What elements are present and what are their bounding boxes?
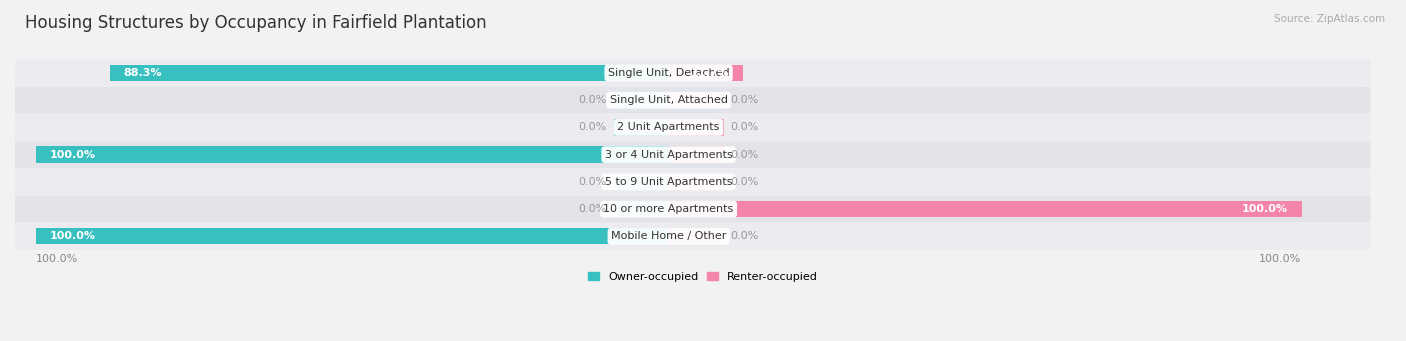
Bar [669, 201, 1302, 217]
Text: 0.0%: 0.0% [578, 177, 606, 187]
Text: 0.0%: 0.0% [578, 95, 606, 105]
Text: 0.0%: 0.0% [731, 95, 759, 105]
Bar [613, 92, 669, 108]
Bar [669, 65, 742, 81]
Text: 100.0%: 100.0% [35, 254, 77, 264]
Bar [669, 146, 724, 163]
Bar [35, 228, 669, 244]
Bar [35, 146, 669, 163]
Text: 10 or more Apartments: 10 or more Apartments [603, 204, 734, 214]
Bar [613, 174, 669, 190]
Text: Source: ZipAtlas.com: Source: ZipAtlas.com [1274, 14, 1385, 24]
Text: 0.0%: 0.0% [731, 150, 759, 160]
FancyBboxPatch shape [0, 223, 1371, 250]
Bar [613, 119, 669, 136]
Text: 2 Unit Apartments: 2 Unit Apartments [617, 122, 720, 132]
Text: 0.0%: 0.0% [578, 122, 606, 132]
FancyBboxPatch shape [0, 168, 1371, 195]
Text: 100.0%: 100.0% [49, 150, 96, 160]
Bar [110, 65, 669, 81]
Bar [669, 174, 724, 190]
Text: 0.0%: 0.0% [578, 204, 606, 214]
Bar [669, 119, 724, 136]
Text: 0.0%: 0.0% [731, 177, 759, 187]
Legend: Owner-occupied, Renter-occupied: Owner-occupied, Renter-occupied [583, 267, 823, 286]
Text: 3 or 4 Unit Apartments: 3 or 4 Unit Apartments [605, 150, 733, 160]
Text: 11.7%: 11.7% [690, 68, 728, 78]
Text: Single Unit, Detached: Single Unit, Detached [607, 68, 730, 78]
Text: Mobile Home / Other: Mobile Home / Other [612, 231, 727, 241]
FancyBboxPatch shape [0, 196, 1371, 222]
Text: 0.0%: 0.0% [731, 122, 759, 132]
Bar [669, 92, 724, 108]
Text: Single Unit, Attached: Single Unit, Attached [610, 95, 727, 105]
Text: 100.0%: 100.0% [49, 231, 96, 241]
FancyBboxPatch shape [0, 114, 1371, 141]
Text: 100.0%: 100.0% [1260, 254, 1302, 264]
Text: Housing Structures by Occupancy in Fairfield Plantation: Housing Structures by Occupancy in Fairf… [25, 14, 486, 32]
FancyBboxPatch shape [0, 141, 1371, 168]
FancyBboxPatch shape [0, 87, 1371, 114]
FancyBboxPatch shape [0, 60, 1371, 86]
Bar [669, 228, 724, 244]
Text: 88.3%: 88.3% [124, 68, 162, 78]
Text: 0.0%: 0.0% [731, 231, 759, 241]
Bar [613, 201, 669, 217]
Text: 5 to 9 Unit Apartments: 5 to 9 Unit Apartments [605, 177, 733, 187]
Text: 100.0%: 100.0% [1241, 204, 1288, 214]
